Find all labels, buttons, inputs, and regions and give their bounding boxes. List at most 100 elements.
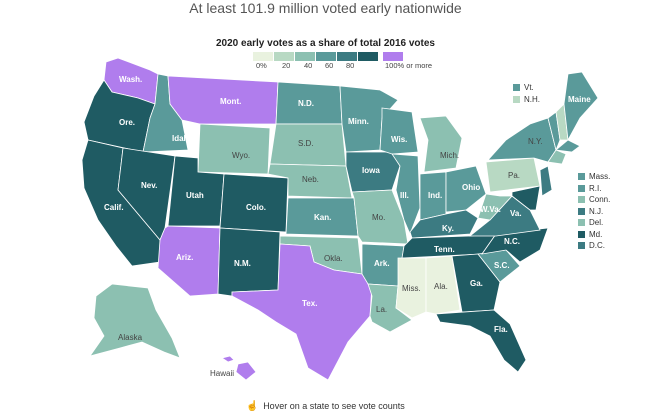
side-label-md: Md. [589,229,603,239]
label-alaska: Alaska [118,333,143,342]
label-tenn: Tenn. [434,245,455,254]
side-label-mass: Mass. [589,172,611,182]
side-label-conn: Conn. [589,195,611,205]
state-alaska[interactable] [89,283,181,359]
label-maine: Maine [568,95,591,104]
side-label-nj: N.J. [589,206,604,216]
label-sd: S.D. [298,139,314,148]
state-mo[interactable] [351,189,409,245]
label-tex: Tex. [302,299,317,308]
label-ky: Ky. [442,224,454,233]
legend-label-0: 0% [256,61,267,70]
state-ny[interactable] [487,117,557,163]
label-nm: N.M. [234,259,251,268]
side-item-conn[interactable]: Conn. [578,194,610,206]
legend-labels: 0% 20 40 60 80 100% or more [0,61,651,73]
label-wis: Wis. [391,135,407,144]
state-md[interactable] [511,185,541,211]
side-item-dc[interactable]: D.C. [578,240,610,252]
legend-label-20: 20 [282,61,291,70]
side-item-vt[interactable]: Vt. [513,82,540,94]
state-wva[interactable] [477,193,513,221]
label-miss: Miss. [402,284,421,293]
swatch-nh [513,95,520,103]
state-ill[interactable] [391,153,421,236]
label-minn: Minn. [348,117,369,126]
state-ohio[interactable] [445,165,487,213]
legend-swatch-0 [253,52,273,61]
legend-swatch-1 [274,52,294,61]
side-item-ri[interactable]: R.I. [578,183,610,195]
side-label-ri: R.I. [589,183,602,193]
state-fla[interactable] [435,309,527,373]
label-mo: Mo. [372,213,385,222]
side-label-vt: Vt. [524,83,534,93]
label-idaho: Idaho [172,134,193,143]
side-item-nh[interactable]: N.H. [513,94,540,106]
label-ariz: Ariz. [176,253,193,262]
legend-label-60: 60 [325,61,334,70]
label-fla: Fla. [494,325,508,334]
state-nj[interactable] [539,165,553,197]
label-mont: Mont. [220,97,241,106]
label-neb: Neb. [302,175,319,184]
swatch-ri [578,184,585,192]
label-colo: Colo. [246,203,266,212]
side-item-mass[interactable]: Mass. [578,171,610,183]
label-ga: Ga. [470,279,483,288]
label-nev: Nev. [141,181,157,190]
label-hawaii: Hawaii [210,369,234,378]
legend-label-80: 80 [346,61,355,70]
legend-label-over: 100% or more [385,61,433,70]
side-item-md[interactable]: Md. [578,229,610,241]
label-ohio: Ohio [462,183,480,192]
label-nc: N.C. [504,237,520,246]
legend-swatch-2 [295,52,315,61]
label-sc: S.C. [494,261,510,270]
label-iowa: Iowa [362,166,380,175]
side-label-del: Del. [589,218,604,228]
label-mich: Mich. [440,151,459,160]
label-calif: Calif. [104,203,124,212]
side-item-nj[interactable]: N.J. [578,206,610,218]
label-pa: Pa. [508,171,520,180]
swatch-del [578,219,585,227]
label-ore: Ore. [119,118,135,127]
headline: At least 101.9 million voted early natio… [189,0,462,16]
legend-title: 2020 early votes as a share of total 201… [215,38,435,49]
label-nd: N.D. [298,99,314,108]
legend-swatch-5 [358,52,378,61]
label-la: La. [376,305,387,314]
legend-label-40: 40 [304,61,313,70]
side-item-del[interactable]: Del. [578,217,610,229]
footer-hint: ☝ Hover on a state to see vote counts [0,401,651,412]
swatch-nj [578,207,585,215]
label-wva: W.Va. [480,205,501,214]
state-hawaii[interactable] [221,355,235,363]
legend-swatch-4 [337,52,357,61]
state-mass[interactable] [555,139,581,153]
label-ala: Ala. [434,282,448,291]
hand-pointer-icon: ☝ [246,401,259,412]
legend-swatch-3 [316,52,336,61]
state-maine[interactable] [563,71,599,142]
legend-swatches [253,52,404,61]
state-hawaii-2[interactable] [235,361,257,381]
swatch-conn [578,196,585,204]
state-tex[interactable] [231,243,373,381]
state-ala[interactable] [425,255,461,315]
swatch-dc [578,242,585,250]
label-kan: Kan. [314,213,331,222]
state-wis[interactable] [379,107,419,155]
label-ark: Ark. [374,259,390,268]
northeast-list: Mass. R.I. Conn. N.J. Del. Md. D.C. [578,171,610,252]
swatch-vt [513,84,520,92]
state-mich[interactable] [419,115,463,173]
side-label-nh: N.H. [524,94,540,104]
label-utah: Utah [186,191,204,200]
state-ga[interactable] [451,253,501,313]
swatch-mass [578,173,585,181]
state-conn[interactable] [547,149,567,165]
state-wyo[interactable] [197,123,271,175]
